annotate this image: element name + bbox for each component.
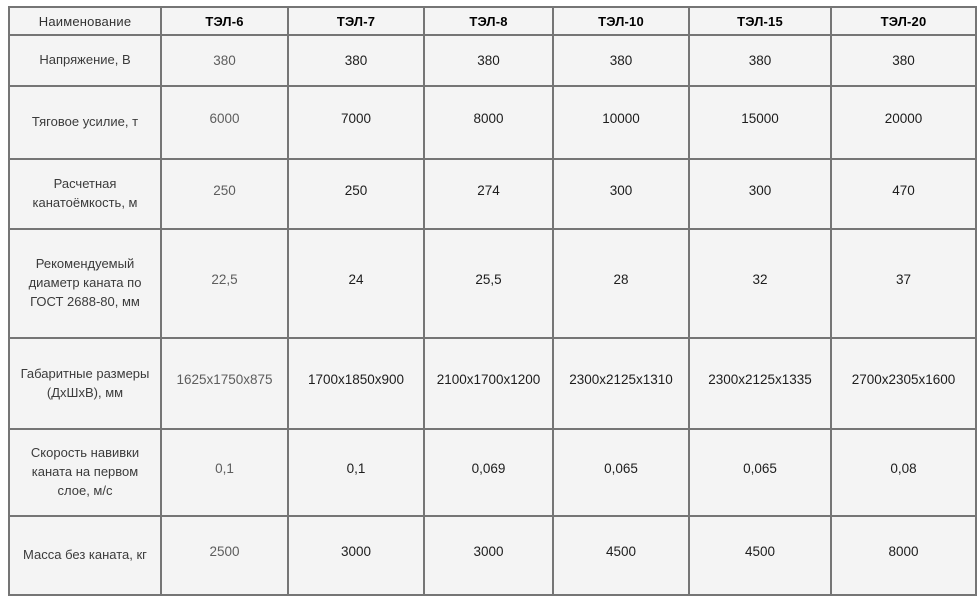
table-cell: 22,5 — [160, 228, 289, 339]
column-header-name: Наименование — [8, 6, 162, 36]
table-cell: 380 — [423, 34, 554, 87]
header-row: Наименование ТЭЛ-6 ТЭЛ-7 ТЭЛ-8 ТЭЛ-10 ТЭ… — [8, 6, 977, 36]
row-label: Габаритные размеры (ДхШхВ), мм — [8, 337, 162, 430]
table-cell: 8000 — [423, 85, 554, 160]
table-cell: 7000 — [287, 85, 425, 160]
column-header-tel8: ТЭЛ-8 — [423, 6, 554, 36]
table-cell: 300 — [552, 158, 690, 230]
table-cell: 1625x1750x875 — [160, 337, 289, 430]
table-cell: 20000 — [830, 85, 977, 160]
row-label: Рекомендуемый диаметр каната по ГОСТ 268… — [8, 228, 162, 339]
table-cell: 25,5 — [423, 228, 554, 339]
table-cell: 4500 — [688, 515, 832, 596]
winch-specs-table: Наименование ТЭЛ-6 ТЭЛ-7 ТЭЛ-8 ТЭЛ-10 ТЭ… — [8, 6, 977, 596]
table-row-mass: Масса без каната, кг 2500 3000 3000 4500… — [8, 515, 977, 596]
table-cell: 300 — [688, 158, 832, 230]
table-row-dimensions: Габаритные размеры (ДхШхВ), мм 1625x1750… — [8, 337, 977, 430]
table-cell: 1700x1850x900 — [287, 337, 425, 430]
row-label: Масса без каната, кг — [8, 515, 162, 596]
table-cell: 0,065 — [688, 428, 832, 517]
table-cell: 10000 — [552, 85, 690, 160]
column-header-tel10: ТЭЛ-10 — [552, 6, 690, 36]
table-cell: 3000 — [423, 515, 554, 596]
table-cell: 0,065 — [552, 428, 690, 517]
row-label: Расчетная канатоёмкость, м — [8, 158, 162, 230]
row-label: Напряжение, В — [8, 34, 162, 87]
table-cell: 380 — [688, 34, 832, 87]
table-cell: 4500 — [552, 515, 690, 596]
table-cell: 380 — [830, 34, 977, 87]
table-cell: 2300x2125x1335 — [688, 337, 832, 430]
column-header-tel6: ТЭЛ-6 — [160, 6, 289, 36]
table-row-pulling-force: Тяговое усилие, т 6000 7000 8000 10000 1… — [8, 85, 977, 160]
table-cell: 2100x1700x1200 — [423, 337, 554, 430]
table-row-rope-capacity: Расчетная канатоёмкость, м 250 250 274 3… — [8, 158, 977, 230]
row-label: Скорость навивки каната на первом слое, … — [8, 428, 162, 517]
table-cell: 470 — [830, 158, 977, 230]
table-cell: 250 — [287, 158, 425, 230]
table-cell: 0,1 — [160, 428, 289, 517]
table-row-winding-speed: Скорость навивки каната на первом слое, … — [8, 428, 977, 517]
column-header-tel20: ТЭЛ-20 — [830, 6, 977, 36]
table-cell: 6000 — [160, 85, 289, 160]
table-row-voltage: Напряжение, В 380 380 380 380 380 380 — [8, 34, 977, 87]
row-label: Тяговое усилие, т — [8, 85, 162, 160]
table-cell: 8000 — [830, 515, 977, 596]
table-cell: 0,1 — [287, 428, 425, 517]
column-header-tel7: ТЭЛ-7 — [287, 6, 425, 36]
table-cell: 2500 — [160, 515, 289, 596]
table-cell: 2300x2125x1310 — [552, 337, 690, 430]
table-cell: 380 — [160, 34, 289, 87]
column-header-tel15: ТЭЛ-15 — [688, 6, 832, 36]
table-cell: 380 — [552, 34, 690, 87]
table-row-rope-diameter: Рекомендуемый диаметр каната по ГОСТ 268… — [8, 228, 977, 339]
table-cell: 250 — [160, 158, 289, 230]
table-cell: 380 — [287, 34, 425, 87]
table-cell: 3000 — [287, 515, 425, 596]
table-cell: 37 — [830, 228, 977, 339]
table-cell: 32 — [688, 228, 832, 339]
table-cell: 2700x2305x1600 — [830, 337, 977, 430]
table-cell: 0,08 — [830, 428, 977, 517]
table-cell: 24 — [287, 228, 425, 339]
table-cell: 274 — [423, 158, 554, 230]
table-cell: 0,069 — [423, 428, 554, 517]
table-cell: 15000 — [688, 85, 832, 160]
table-cell: 28 — [552, 228, 690, 339]
